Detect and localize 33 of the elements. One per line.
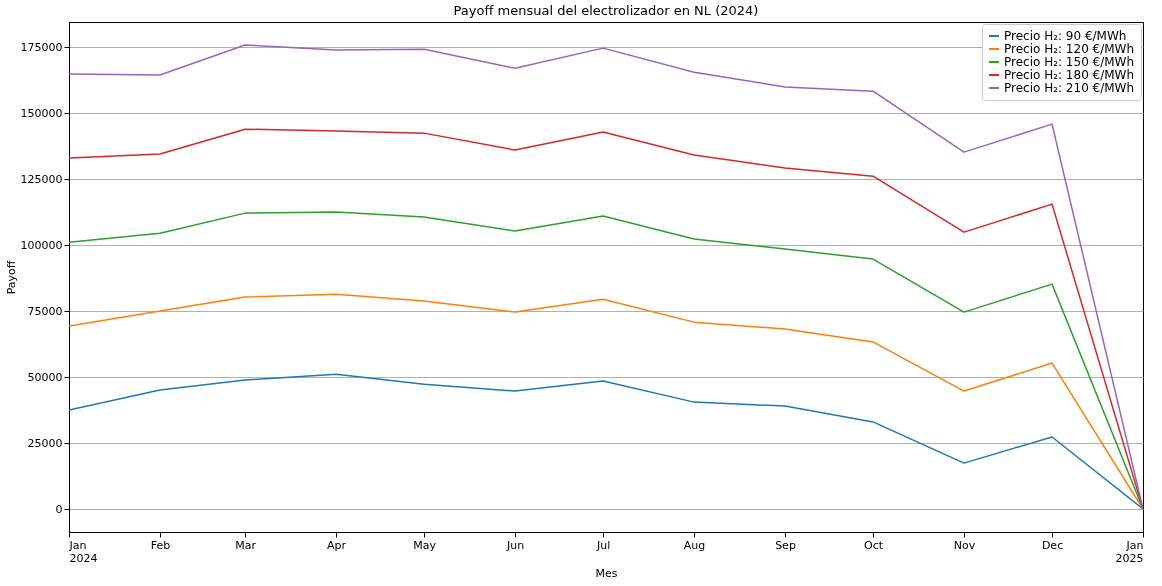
x-tick-label: May: [413, 538, 437, 552]
legend-label: Precio H₂: 210 €/MWh: [1004, 81, 1135, 95]
y-tick-label: 0: [55, 502, 63, 516]
line-series: [69, 293, 1143, 510]
y-tick-label: 175000: [20, 40, 63, 54]
x-tick-label: Dec: [1041, 538, 1064, 552]
line-series: [69, 373, 1143, 510]
line-series: [69, 128, 1143, 510]
x-tick-label: Jan 2025: [1115, 538, 1144, 565]
y-axis-title: Payoff: [4, 260, 18, 295]
legend-label: Precio H₂: 150 €/MWh: [1004, 55, 1135, 69]
y-tick-label: 75000: [27, 304, 63, 318]
x-tick-label: Nov: [953, 538, 976, 552]
y-tick-label: 50000: [27, 370, 63, 384]
x-tick-label: Jul: [595, 538, 611, 552]
legend-label: Precio H₂: 180 €/MWh: [1004, 68, 1135, 82]
y-tick-label: 150000: [20, 106, 63, 120]
x-axis-title: Mes: [595, 566, 618, 580]
y-tick-label: 125000: [20, 172, 63, 186]
x-tick-label: Aug: [683, 538, 706, 552]
x-tick-label: Apr: [327, 538, 347, 552]
x-tick-label: Jan 2024: [68, 538, 98, 565]
x-tick-label: Jun: [505, 538, 525, 552]
x-tick-label: Oct: [864, 538, 884, 552]
x-tick-label: Mar: [235, 538, 257, 552]
x-tick-label: Sep: [775, 538, 796, 552]
y-tick-label: 25000: [27, 436, 63, 450]
legend-label: Precio H₂: 120 €/MWh: [1004, 42, 1135, 56]
y-tick-label: 100000: [20, 238, 63, 252]
chart-title: Payoff mensual del electrolizador en NL (2024): [453, 3, 759, 18]
x-tick-label: Feb: [150, 538, 171, 552]
line-series: [69, 44, 1143, 510]
legend-label: Precio H₂: 90 €/MWh: [1004, 29, 1127, 43]
